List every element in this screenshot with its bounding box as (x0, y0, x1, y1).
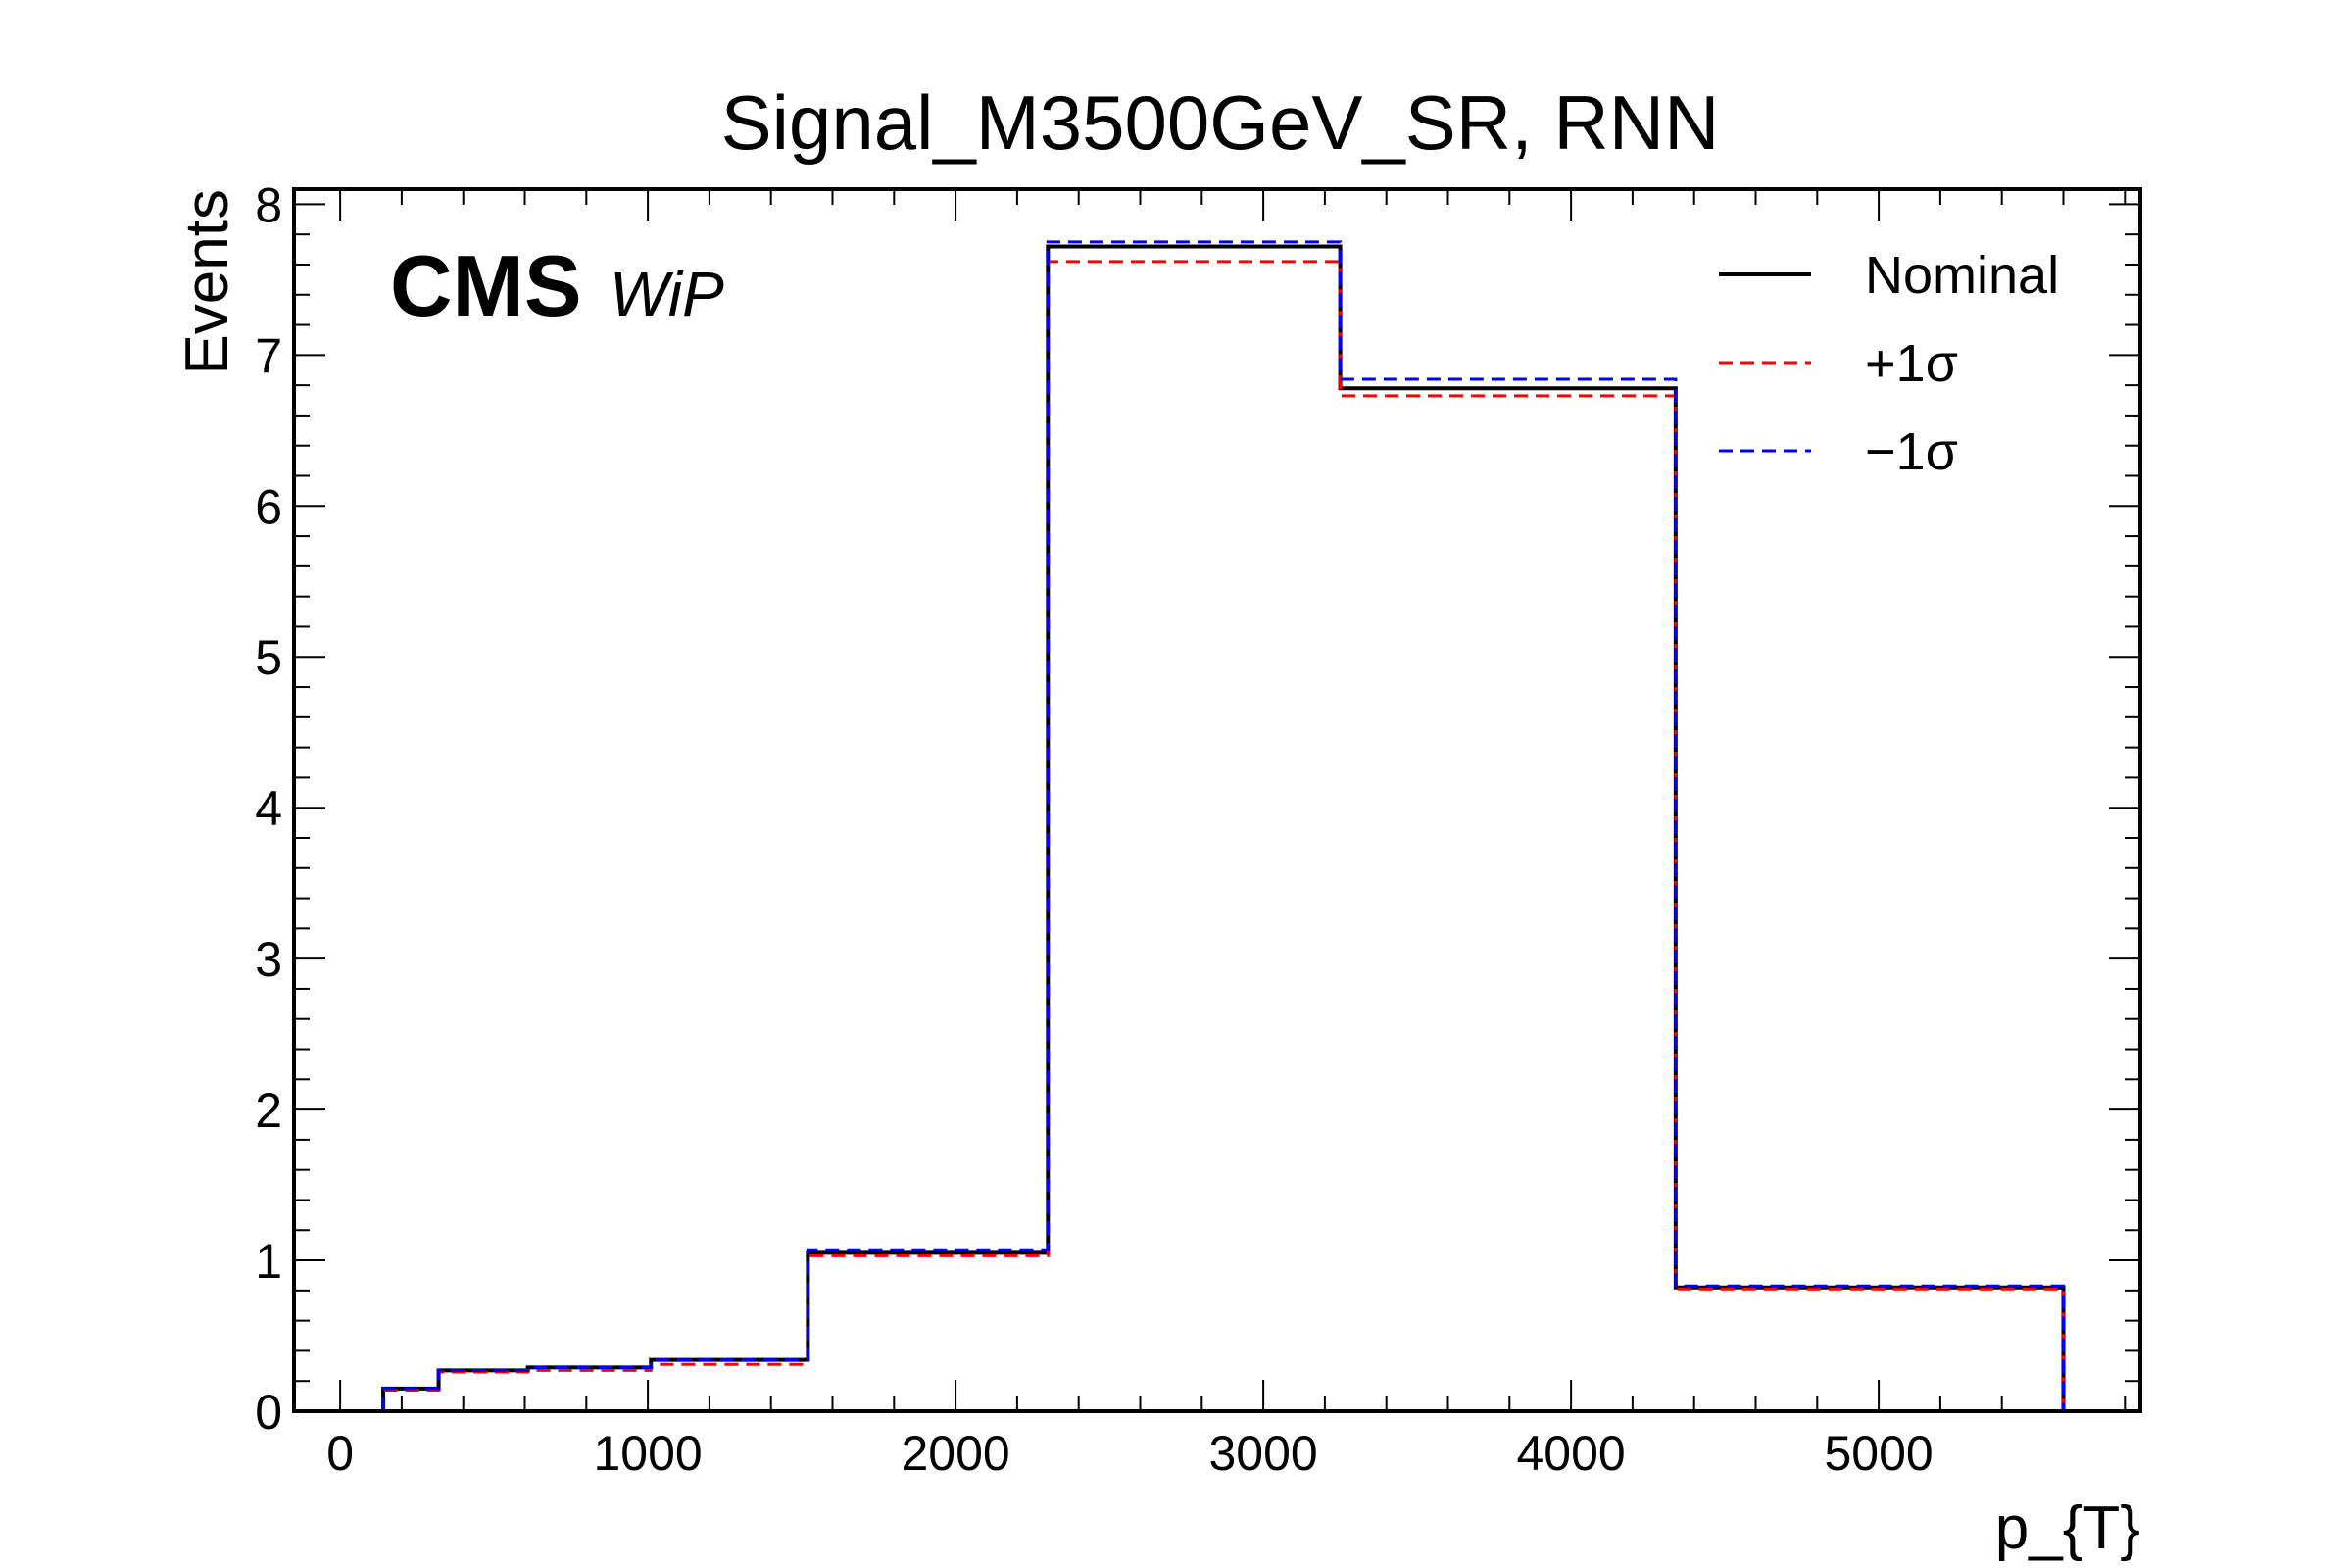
tick-labels: 0 1 2 3 4 5 6 7 8 0 1000 2000 3000 4000 5000 (255, 177, 1934, 1481)
plot-frame (292, 187, 2142, 1413)
legend-item-plus-1sigma: +1σ (1719, 334, 1958, 393)
series-minus-1sigma-line (381, 240, 2065, 1411)
x-tick-label: 3000 (1208, 1426, 1317, 1481)
y-tick-label: 2 (255, 1083, 282, 1138)
x-tick-label: 0 (326, 1426, 354, 1481)
x-tick-label: 1000 (593, 1426, 702, 1481)
x-axis-title: p_{T} (1995, 1494, 2140, 1562)
y-tick-label: 5 (255, 630, 282, 685)
y-tick-label: 3 (255, 932, 282, 987)
y-tick-label: 7 (255, 328, 282, 383)
x-tick-label: 5000 (1824, 1426, 1933, 1481)
y-axis-title: Events (173, 189, 241, 375)
x-tick-label: 2000 (901, 1426, 1009, 1481)
x-tick-label: 4000 (1516, 1426, 1625, 1481)
y-tick-label: 0 (255, 1385, 282, 1440)
y-tick-label: 1 (255, 1234, 282, 1289)
legend-label: Nominal (1865, 246, 2059, 305)
y-tick-label: 4 (255, 781, 282, 836)
legend: Nominal +1σ −1σ (1719, 246, 2059, 481)
axis-ticks (294, 189, 2140, 1412)
chart-title: Signal_M3500GeV_SR, RNN (721, 79, 1720, 166)
cms-label: CMS (390, 237, 582, 334)
y-tick-label: 6 (255, 479, 282, 534)
legend-item-minus-1sigma: −1σ (1719, 422, 1958, 481)
legend-label: −1σ (1865, 422, 1958, 481)
series-layer (381, 240, 2066, 1411)
y-tick-label: 8 (255, 177, 282, 232)
legend-item-nominal: Nominal (1719, 246, 2059, 305)
cms-status-label: WiP (610, 259, 724, 329)
legend-label: +1σ (1865, 334, 1958, 393)
